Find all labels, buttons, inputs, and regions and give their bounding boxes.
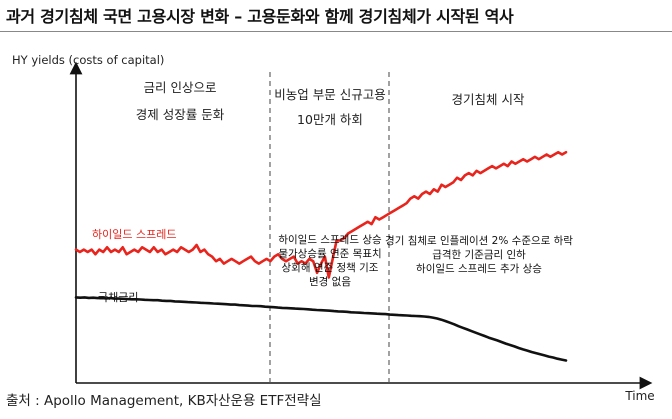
phase-2-note-line: 물가상승률 연준 목표치 [278, 248, 381, 260]
phase-2-note-line: 변경 없음 [309, 275, 351, 288]
series-line-2 [74, 296, 568, 362]
phase-2-label-line: 비농업 부문 신규고용 [274, 87, 385, 102]
phase-3-note-line: 경기 침체로 인플레이션 2% 수준으로 하락 [385, 234, 573, 247]
phase-2-note-line: 하이일드 스프레드 상승 [278, 233, 382, 246]
source-note: 출처 : Apollo Management, KB자산운용 ETF전략실 [6, 393, 322, 409]
x-axis-label: Time [624, 389, 654, 403]
phase-1-label-line: 금리 인상으로 [144, 80, 217, 95]
phase-2-note-line: 상회해 연준 정책 기조 [282, 261, 379, 274]
phase-dividers [269, 72, 390, 383]
series-lines [74, 150, 568, 362]
series-line-1 [74, 150, 568, 279]
chart-title: 과거 경기침체 국면 고용시장 변화 – 고용둔화와 함께 경기침체가 시작된 … [6, 7, 514, 26]
phase-3-note-line: 급격한 기준금리 인하 [432, 248, 526, 261]
y-axis-label: HY yields (costs of capital) [12, 53, 164, 67]
title-divider [0, 31, 672, 32]
series-label-treasury: 국채금리 [98, 291, 138, 304]
axes: HY yields (costs of capital) Time [12, 53, 655, 403]
phase-3-note-line: 하이일드 스프레드 추가 상승 [416, 262, 542, 275]
series-label-spread: 하이일드 스프레드 [92, 227, 176, 241]
phase-3-label-line: 경기침체 시작 [452, 92, 525, 107]
phase-1-label-line: 경제 성장률 둔화 [136, 107, 225, 122]
phase-2-label-line: 10만개 하회 [297, 112, 363, 127]
